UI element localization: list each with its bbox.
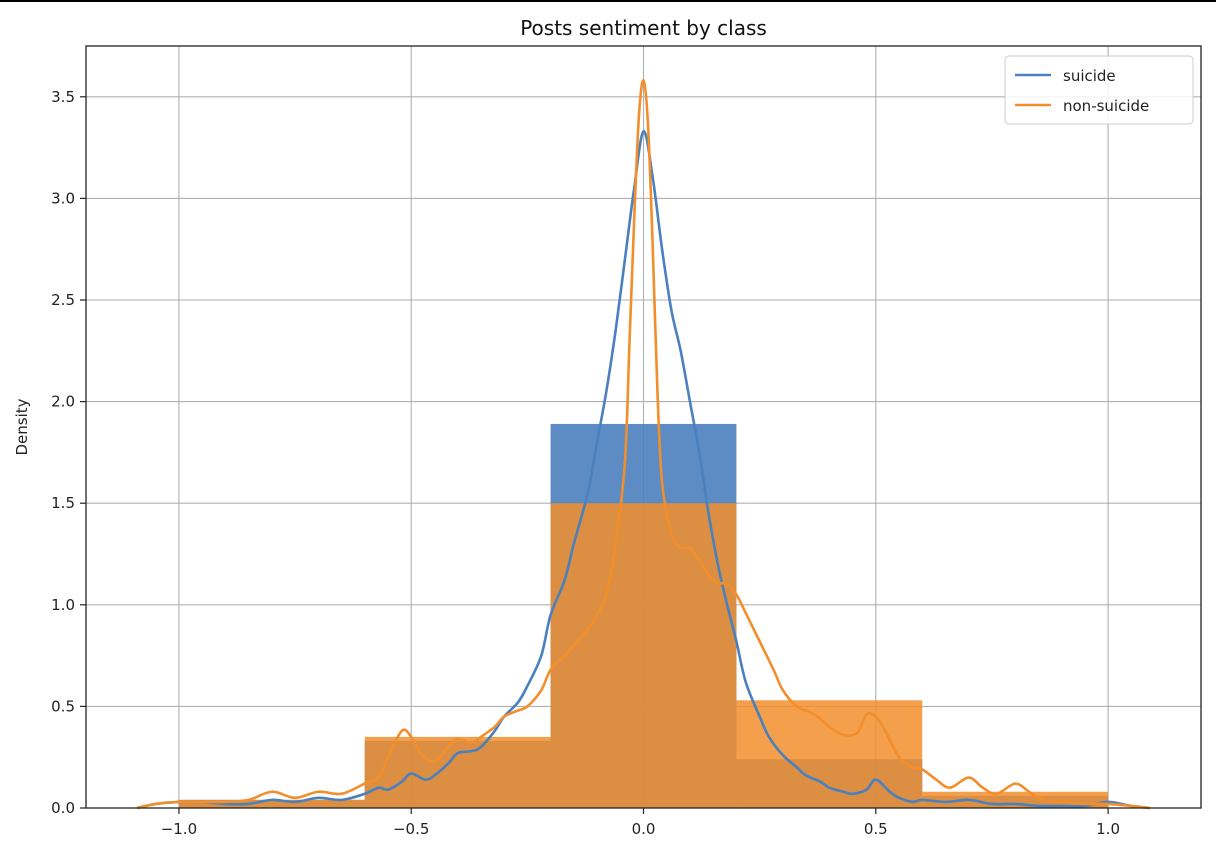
- hist-bar-non-suicide-3: [736, 700, 923, 808]
- kde-layer: [136, 79, 1151, 810]
- y-tick-label-4: 2.0: [51, 393, 75, 411]
- x-tick-label-2: 0.0: [632, 820, 656, 838]
- legend-label-suicide: suicide: [1063, 67, 1116, 85]
- legend: suicide non-suicide: [1004, 55, 1194, 125]
- x-tick-label-3: 0.5: [864, 820, 888, 838]
- x-tick-label-1: −0.5: [393, 820, 429, 838]
- hist-bar-non-suicide-1: [364, 736, 551, 808]
- chart-title: Posts sentiment by class: [520, 16, 767, 40]
- kde-line-non-suicide: [136, 79, 1151, 810]
- legend-box: [1004, 55, 1194, 125]
- hist-bar-non-suicide-4: [922, 791, 1109, 808]
- bars-layer: [178, 423, 1109, 808]
- ticks-layer: −1.0 −0.5 0.0 0.5 1.0 0.0 0.5 1.0 1.5 2.0 2.5 3.0 3.…: [51, 88, 1120, 838]
- y-tick-label-6: 3.0: [51, 189, 75, 207]
- y-tick-label-2: 1.0: [51, 596, 75, 614]
- y-tick-label-7: 3.5: [51, 88, 75, 106]
- y-tick-label-5: 2.5: [51, 291, 75, 309]
- x-tick-label-4: 1.0: [1096, 820, 1120, 838]
- x-tick-label-0: −1.0: [161, 820, 197, 838]
- hist-bar-non-suicide-0: [178, 799, 365, 808]
- y-tick-label-0: 0.0: [51, 799, 75, 817]
- hist-bar-non-suicide-2: [550, 503, 737, 808]
- kde-line-suicide: [136, 130, 1151, 810]
- y-tick-label-3: 1.5: [51, 494, 75, 512]
- legend-label-non-suicide: non-suicide: [1063, 97, 1149, 115]
- y-axis-label: Density: [13, 398, 31, 455]
- top-border-line: [0, 0, 1216, 2]
- y-tick-label-1: 0.5: [51, 697, 75, 715]
